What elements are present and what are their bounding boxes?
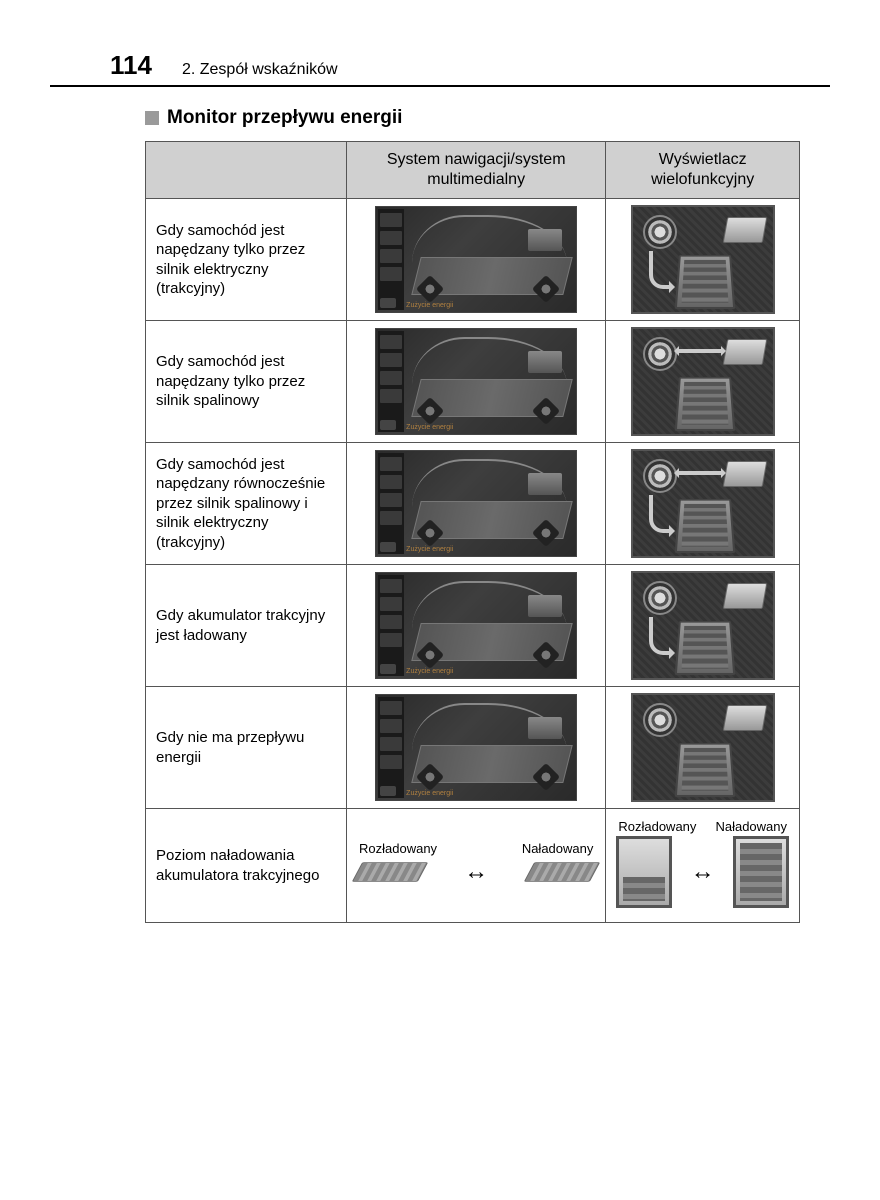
label-low: Rozładowany [359, 841, 437, 856]
label-high: Naładowany [522, 841, 594, 856]
mfd-energy-diagram [631, 693, 775, 802]
nav-energy-diagram: Zużycie energii [375, 572, 577, 679]
nav-energy-diagram: Zużycie energii [375, 206, 577, 313]
double-arrow-icon: ↔ [691, 858, 715, 886]
col-nav: System nawigacji/system multimedialny [347, 142, 606, 199]
table-row: Gdy samochód jest napędzany tylko przez … [146, 199, 800, 321]
chapter-label: 2. Zespół wskaźników [182, 61, 338, 79]
flow-arrow-icon [677, 349, 723, 353]
page-header: 114 2. Zespół wskaźników [50, 50, 830, 87]
flow-arrow-icon [649, 617, 673, 655]
row-desc: Gdy samochód jest napędzany równocześnie… [146, 443, 347, 565]
row-desc: Gdy nie ma przepływu energii [146, 687, 347, 809]
wheel-icon [643, 215, 677, 249]
cell-nav: Zużycie energii [347, 565, 606, 687]
section-heading: Monitor przepływu energii [145, 107, 830, 129]
table-row: Gdy nie ma przepływu energii Zużycie ene… [146, 687, 800, 809]
battery-icon [674, 377, 735, 431]
label-low: Rozładowany [618, 819, 696, 834]
col-mfd: Wyświetlacz wielofunkcyjny [606, 142, 800, 199]
energy-flow-table: System nawigacji/system multimedialny Wy… [145, 141, 800, 923]
cell-mfd [606, 565, 800, 687]
battery-vert-high-icon [733, 836, 789, 908]
flow-arrow-icon [677, 471, 723, 475]
battery-vert-low-icon [616, 836, 672, 908]
table-row: Gdy samochód jest napędzany równocześnie… [146, 443, 800, 565]
nav-energy-diagram: Zużycie energii [375, 694, 577, 801]
cell-nav-charge: Rozładowany Naładowany ↔ [347, 809, 606, 923]
flow-arrow-icon [649, 495, 673, 533]
row-desc: Poziom naładowania akumulatora trakcyjne… [146, 809, 347, 923]
cell-nav: Zużycie energii [347, 199, 606, 321]
cell-mfd [606, 199, 800, 321]
table-row-charge-level: Poziom naładowania akumulatora trakcyjne… [146, 809, 800, 923]
nav-energy-diagram: Zużycie energii [375, 328, 577, 435]
mfd-energy-diagram [631, 327, 775, 436]
row-desc: Gdy samochód jest napędzany tylko przez … [146, 321, 347, 443]
cell-nav: Zużycie energii [347, 443, 606, 565]
cell-mfd [606, 443, 800, 565]
page-number: 114 [110, 50, 152, 81]
row-desc: Gdy samochód jest napędzany tylko przez … [146, 199, 347, 321]
cell-mfd [606, 321, 800, 443]
battery-flat-high-icon [524, 862, 600, 882]
cell-mfd-charge: Rozładowany Naładowany ↔ [606, 809, 800, 923]
table-row: Gdy akumulator trakcyjny jest ładowany Z… [146, 565, 800, 687]
battery-icon [674, 255, 735, 309]
engine-icon [722, 705, 767, 731]
col-blank [146, 142, 347, 199]
cell-nav: Zużycie energii [347, 321, 606, 443]
mfd-energy-diagram [631, 449, 775, 558]
label-high: Naładowany [715, 819, 787, 834]
cell-nav: Zużycie energii [347, 687, 606, 809]
section-title: Monitor przepływu energii [167, 107, 402, 129]
row-desc: Gdy akumulator trakcyjny jest ładowany [146, 565, 347, 687]
cell-mfd [606, 687, 800, 809]
battery-icon [674, 743, 735, 797]
nav-energy-diagram: Zużycie energii [375, 450, 577, 557]
mfd-energy-diagram [631, 205, 775, 314]
battery-flat-low-icon [352, 862, 428, 882]
engine-icon [722, 217, 767, 243]
wheel-icon [643, 703, 677, 737]
engine-icon [722, 583, 767, 609]
battery-icon [674, 621, 735, 675]
double-arrow-icon: ↔ [464, 858, 488, 886]
square-marker-icon [145, 111, 159, 125]
battery-icon [674, 499, 735, 553]
page: 114 2. Zespół wskaźników Monitor przepły… [0, 0, 880, 973]
table-row: Gdy samochód jest napędzany tylko przez … [146, 321, 800, 443]
mfd-energy-diagram [631, 571, 775, 680]
flow-arrow-icon [649, 251, 673, 289]
table-body: Gdy samochód jest napędzany tylko przez … [146, 199, 800, 809]
wheel-icon [643, 581, 677, 615]
